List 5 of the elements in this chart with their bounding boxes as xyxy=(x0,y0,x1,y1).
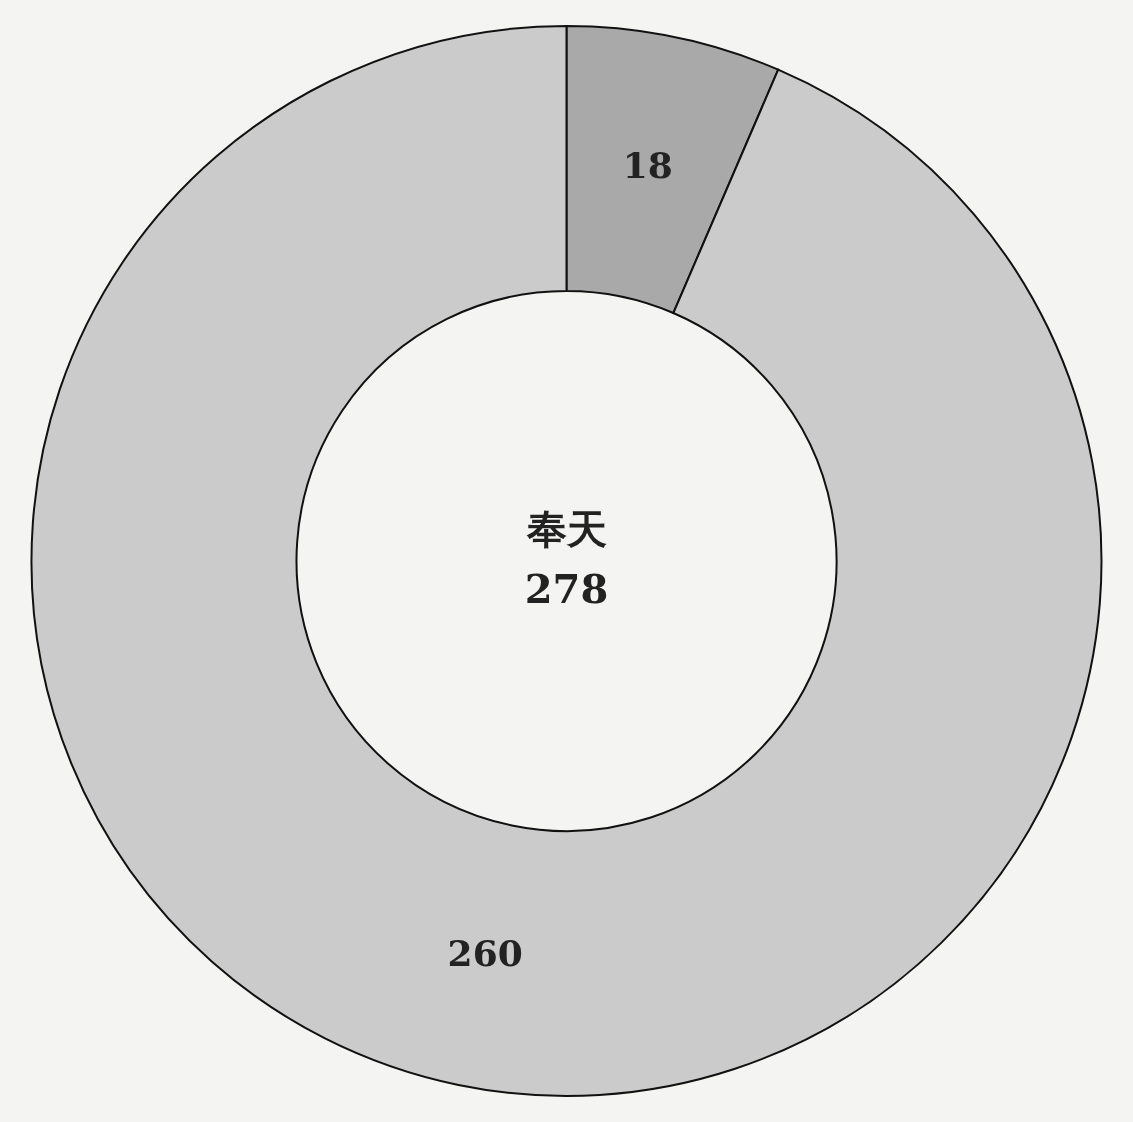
donut-slice xyxy=(30,25,1103,1097)
text: 278 xyxy=(524,565,609,612)
data-label: 260 xyxy=(447,932,523,975)
text: 奉天 xyxy=(525,505,607,552)
data-label: 18 xyxy=(622,143,673,186)
